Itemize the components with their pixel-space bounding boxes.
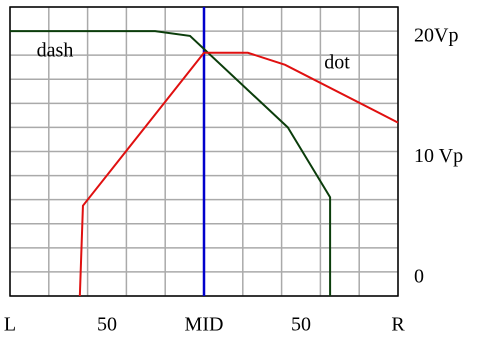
y-tick-label: 0 (414, 266, 424, 288)
x-tick-label: 50 (291, 314, 311, 336)
y-tick-label: 10 Vp (414, 145, 463, 167)
series-label: dash (37, 40, 74, 62)
x-tick-label: 50 (97, 314, 117, 336)
x-tick-label: L (4, 314, 16, 336)
series-label: dot (324, 52, 350, 74)
x-tick-label: R (391, 314, 405, 336)
x-tick-label: MID (185, 314, 224, 336)
series-line (78, 51, 399, 297)
series-line (10, 30, 332, 296)
y-tick-label: 20Vp (414, 25, 458, 47)
